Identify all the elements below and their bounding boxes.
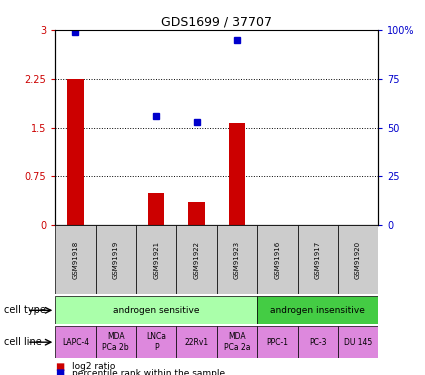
Bar <box>136 326 176 358</box>
Bar <box>148 192 164 225</box>
Bar <box>96 326 136 358</box>
Text: GSM91917: GSM91917 <box>314 241 321 279</box>
Text: GSM91918: GSM91918 <box>72 241 79 279</box>
Bar <box>217 225 257 294</box>
Text: androgen sensitive: androgen sensitive <box>113 306 199 315</box>
Text: percentile rank within the sample: percentile rank within the sample <box>72 369 225 375</box>
Text: GSM91921: GSM91921 <box>153 241 159 279</box>
Bar <box>136 225 176 294</box>
Text: PC-3: PC-3 <box>309 338 326 346</box>
Title: GDS1699 / 37707: GDS1699 / 37707 <box>161 16 272 29</box>
Text: LNCa
P: LNCa P <box>146 333 166 352</box>
Bar <box>338 326 378 358</box>
Text: DU 145: DU 145 <box>344 338 372 346</box>
Text: GSM91923: GSM91923 <box>234 241 240 279</box>
Text: GSM91920: GSM91920 <box>355 241 361 279</box>
Text: GSM91919: GSM91919 <box>113 241 119 279</box>
Bar <box>188 202 204 225</box>
Text: PPC-1: PPC-1 <box>266 338 288 346</box>
Bar <box>298 225 338 294</box>
Bar <box>55 225 96 294</box>
Text: MDA
PCa 2b: MDA PCa 2b <box>102 333 129 352</box>
Text: cell line: cell line <box>4 337 42 347</box>
Bar <box>229 123 245 225</box>
Bar <box>176 225 217 294</box>
Bar <box>176 326 217 358</box>
Text: cell type: cell type <box>4 305 46 315</box>
Bar <box>257 296 378 324</box>
Text: androgen insensitive: androgen insensitive <box>270 306 365 315</box>
Text: 22Rv1: 22Rv1 <box>184 338 209 346</box>
Text: ■: ■ <box>55 368 65 375</box>
Bar <box>67 79 83 225</box>
Bar <box>298 326 338 358</box>
Bar <box>257 326 298 358</box>
Bar <box>55 326 96 358</box>
Bar <box>96 225 136 294</box>
Bar <box>257 225 298 294</box>
Text: MDA
PCa 2a: MDA PCa 2a <box>224 333 250 352</box>
Bar <box>55 296 257 324</box>
Bar <box>338 225 378 294</box>
Text: ■: ■ <box>55 362 65 372</box>
Bar <box>217 326 257 358</box>
Text: GSM91922: GSM91922 <box>193 241 200 279</box>
Text: GSM91916: GSM91916 <box>274 241 280 279</box>
Text: LAPC-4: LAPC-4 <box>62 338 89 346</box>
Text: log2 ratio: log2 ratio <box>72 362 116 371</box>
